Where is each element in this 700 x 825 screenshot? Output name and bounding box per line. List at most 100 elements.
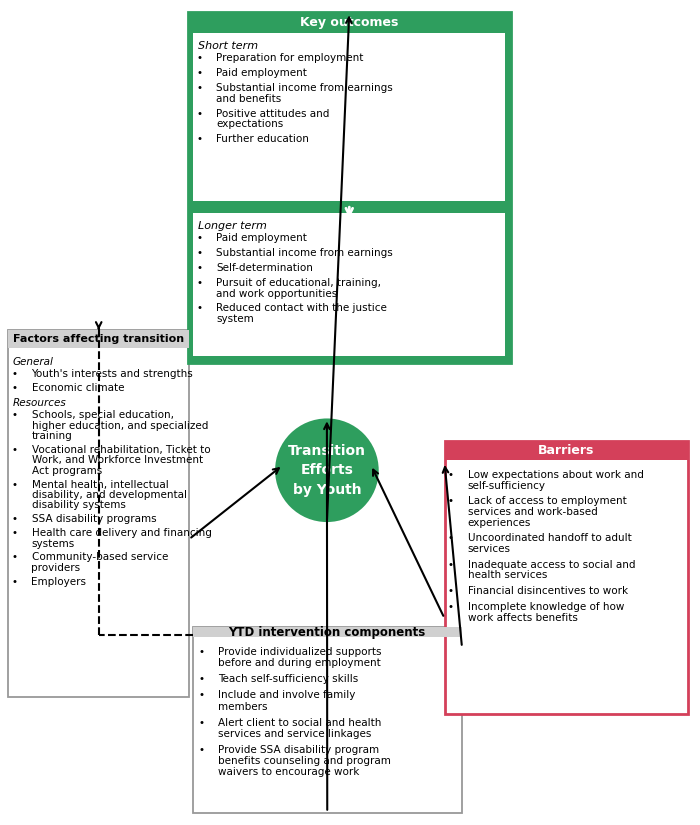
Text: •: •: [447, 469, 454, 480]
Text: •: •: [447, 496, 454, 507]
Text: Inadequate access to social and: Inadequate access to social and: [468, 559, 635, 570]
Text: Low expectations about work and: Low expectations about work and: [468, 469, 643, 480]
Bar: [8, 330, 189, 348]
Text: work affects benefits: work affects benefits: [468, 612, 578, 623]
Text: •: •: [11, 445, 18, 455]
Text: self-sufficiency: self-sufficiency: [468, 480, 545, 491]
Text: Key outcomes: Key outcomes: [300, 16, 398, 29]
Text: disability, and developmental: disability, and developmental: [32, 490, 186, 500]
Text: •: •: [196, 278, 202, 288]
Bar: [193, 33, 505, 201]
Text: Self-determination: Self-determination: [216, 263, 313, 273]
Text: Substantial income from earnings: Substantial income from earnings: [216, 248, 393, 258]
Text: •: •: [447, 533, 454, 544]
Text: •: •: [196, 263, 202, 273]
Bar: [188, 12, 511, 363]
Bar: [444, 441, 688, 460]
Text: Mental health, intellectual: Mental health, intellectual: [32, 479, 168, 489]
Text: •: •: [196, 83, 202, 93]
Text: Paid employment: Paid employment: [216, 233, 307, 243]
Text: •: •: [11, 479, 18, 489]
Text: training: training: [32, 431, 72, 441]
Text: Vocational rehabilitation, Ticket to: Vocational rehabilitation, Ticket to: [32, 445, 210, 455]
Text: •: •: [198, 718, 204, 728]
Text: Provide SSA disability program: Provide SSA disability program: [218, 745, 379, 755]
Text: Barriers: Barriers: [538, 444, 594, 457]
Text: Health care delivery and financing: Health care delivery and financing: [32, 528, 211, 538]
Text: disability systems: disability systems: [32, 501, 125, 511]
Text: •: •: [11, 552, 18, 563]
Text: Paid employment: Paid employment: [216, 68, 307, 78]
Text: Alert client to social and health: Alert client to social and health: [218, 718, 382, 728]
Text: Employers: Employers: [32, 577, 87, 587]
Text: Further education: Further education: [216, 134, 309, 144]
Text: before and during employment: before and during employment: [218, 658, 381, 668]
Text: system: system: [216, 314, 254, 324]
Text: Positive attitudes and: Positive attitudes and: [216, 109, 330, 119]
Text: •: •: [198, 691, 204, 700]
Text: Resources: Resources: [13, 398, 66, 408]
Text: benefits counseling and program: benefits counseling and program: [218, 756, 391, 766]
Text: systems: systems: [32, 539, 75, 549]
Text: experiences: experiences: [468, 517, 531, 528]
Text: services and work-based: services and work-based: [468, 507, 597, 517]
Text: •: •: [196, 233, 202, 243]
Text: Act programs: Act programs: [32, 466, 102, 476]
Ellipse shape: [275, 418, 379, 522]
Text: Preparation for employment: Preparation for employment: [216, 54, 364, 64]
Text: waivers to encourage work: waivers to encourage work: [218, 767, 360, 777]
Text: •: •: [11, 514, 18, 524]
Text: Short term: Short term: [198, 41, 258, 51]
Text: health services: health services: [468, 570, 547, 581]
Text: Incomplete knowledge of how: Incomplete knowledge of how: [468, 601, 624, 612]
Text: Economic climate: Economic climate: [32, 384, 124, 394]
Text: Longer term: Longer term: [198, 221, 267, 231]
Text: Factors affecting transition: Factors affecting transition: [13, 334, 184, 344]
Text: Financial disincentives to work: Financial disincentives to work: [468, 586, 628, 596]
Text: •: •: [11, 369, 18, 379]
Text: Teach self-sufficiency skills: Teach self-sufficiency skills: [218, 674, 358, 684]
Text: •: •: [198, 674, 204, 684]
Bar: [193, 213, 505, 356]
Text: higher education, and specialized: higher education, and specialized: [32, 421, 208, 431]
Text: services: services: [468, 544, 510, 554]
Text: Provide individualized supports: Provide individualized supports: [218, 647, 382, 657]
Bar: [193, 627, 462, 637]
Text: YTD intervention components: YTD intervention components: [229, 625, 426, 639]
Text: •: •: [196, 109, 202, 119]
Text: services and service linkages: services and service linkages: [218, 728, 372, 738]
Text: SSA disability programs: SSA disability programs: [32, 514, 156, 524]
Text: •: •: [11, 577, 18, 587]
Text: Reduced contact with the justice: Reduced contact with the justice: [216, 304, 387, 314]
Text: •: •: [196, 134, 202, 144]
Text: •: •: [198, 745, 204, 755]
Text: Youth's interests and strengths: Youth's interests and strengths: [32, 369, 193, 379]
Text: •: •: [11, 384, 18, 394]
Text: and benefits: and benefits: [216, 94, 281, 104]
Text: members: members: [218, 701, 268, 711]
Text: •: •: [447, 601, 454, 612]
Text: •: •: [11, 410, 18, 420]
Text: Uncoordinated handoff to adult: Uncoordinated handoff to adult: [468, 533, 631, 544]
Text: •: •: [196, 68, 202, 78]
Text: General: General: [13, 356, 53, 366]
Text: •: •: [196, 54, 202, 64]
Bar: [193, 627, 462, 813]
Text: •: •: [447, 559, 454, 570]
Text: •: •: [196, 248, 202, 258]
Text: Pursuit of educational, training,: Pursuit of educational, training,: [216, 278, 382, 288]
Text: providers: providers: [32, 563, 80, 573]
Text: Community-based service: Community-based service: [32, 552, 168, 563]
Text: expectations: expectations: [216, 120, 284, 130]
Text: •: •: [196, 304, 202, 314]
Text: Transition
Efforts
by Youth: Transition Efforts by Youth: [288, 444, 366, 497]
Text: Include and involve family: Include and involve family: [218, 691, 356, 700]
Text: •: •: [447, 586, 454, 596]
Text: Lack of access to employment: Lack of access to employment: [468, 496, 626, 507]
Text: •: •: [11, 528, 18, 538]
Text: and work opportunities: and work opportunities: [216, 289, 337, 299]
Text: Substantial income from earnings: Substantial income from earnings: [216, 83, 393, 93]
Text: Work, and Workforce Investment: Work, and Workforce Investment: [32, 455, 202, 465]
Text: Schools, special education,: Schools, special education,: [32, 410, 174, 420]
Text: •: •: [198, 647, 204, 657]
